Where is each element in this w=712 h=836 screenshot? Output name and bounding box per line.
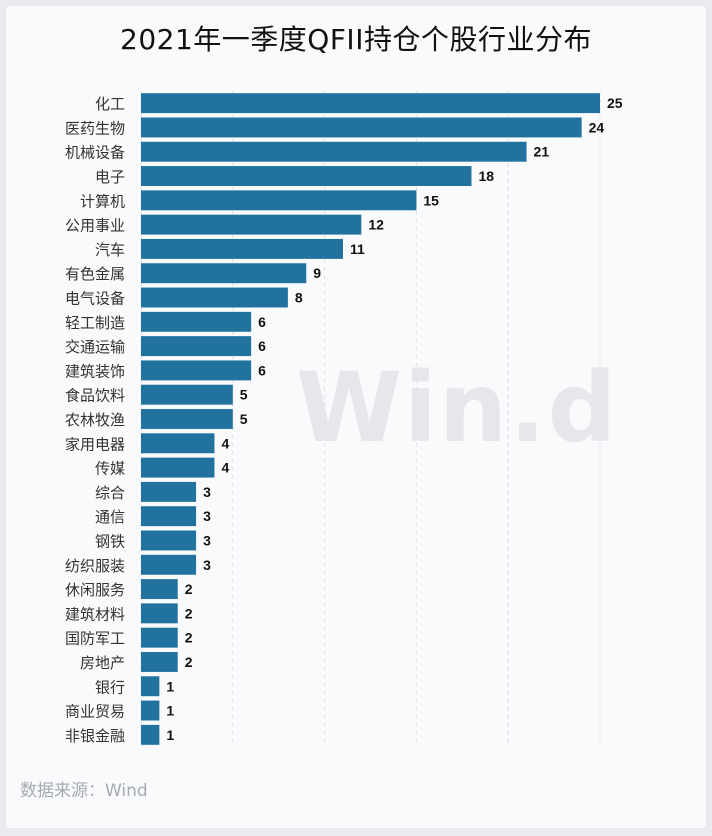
bar (141, 506, 197, 527)
category-label: 非银金融 (65, 727, 125, 745)
value-label: 9 (313, 265, 321, 281)
value-label: 5 (240, 387, 248, 403)
value-label: 2 (185, 630, 193, 646)
bar (141, 457, 215, 478)
value-label: 2 (185, 654, 193, 670)
category-label: 化工 (95, 95, 125, 113)
category-label: 医药生物 (65, 119, 125, 137)
bar (141, 676, 160, 697)
value-label: 6 (258, 338, 266, 354)
bar (141, 652, 178, 672)
value-label: 6 (258, 362, 266, 378)
category-label: 汽车 (95, 241, 125, 259)
value-label: 4 (221, 435, 229, 451)
chart-title: 2021年一季度QFII持仓个股行业分布 (120, 23, 592, 56)
category-label: 商业贸易 (65, 703, 125, 721)
category-label: 建筑装饰 (65, 362, 125, 380)
bar (141, 214, 362, 235)
category-label: 纺织服装 (65, 557, 125, 575)
bar (141, 603, 178, 624)
bar (141, 141, 527, 162)
bar (141, 409, 233, 429)
value-label: 21 (534, 144, 550, 160)
category-label: 房地产 (80, 654, 125, 672)
value-label: 8 (295, 290, 303, 306)
bar (141, 93, 600, 114)
bar (141, 166, 472, 186)
value-label: 1 (166, 703, 174, 719)
value-label: 2 (185, 605, 193, 621)
bar (141, 554, 197, 575)
category-label: 机械设备 (65, 144, 125, 162)
value-label: 11 (350, 241, 365, 257)
bar (141, 336, 252, 357)
bar (141, 117, 582, 138)
category-label: 国防军工 (65, 630, 125, 648)
bar (141, 724, 160, 745)
bar (141, 287, 288, 308)
bar (141, 627, 178, 648)
bar (141, 433, 215, 454)
value-label: 1 (166, 727, 174, 743)
bar (141, 190, 417, 211)
bar (141, 360, 252, 381)
value-label: 3 (203, 508, 211, 524)
bar (141, 700, 160, 721)
value-label: 3 (203, 557, 211, 573)
category-label: 休闲服务 (65, 581, 125, 599)
value-label: 18 (478, 168, 494, 184)
value-label: 24 (589, 119, 605, 135)
category-label: 计算机 (80, 192, 125, 210)
category-label: 钢铁 (95, 532, 125, 550)
category-label: 轻工制造 (65, 314, 125, 332)
bar (141, 579, 178, 600)
value-label: 15 (423, 192, 439, 208)
category-label: 电子 (95, 168, 125, 186)
bar (141, 238, 343, 259)
bar (141, 263, 307, 284)
bar (141, 481, 197, 502)
category-label: 农林牧渔 (65, 411, 125, 429)
bar (141, 530, 197, 551)
category-label: 食品饮料 (65, 387, 125, 405)
wind-watermark: Win.d (296, 352, 619, 464)
value-label: 4 (221, 460, 229, 476)
value-label: 3 (203, 484, 211, 500)
value-label: 3 (203, 532, 211, 548)
bar (141, 311, 252, 332)
category-label: 通信 (95, 508, 125, 526)
bar (141, 384, 233, 405)
value-label: 1 (166, 678, 174, 694)
category-label: 交通运输 (65, 338, 125, 356)
category-label: 公用事业 (65, 217, 125, 235)
data-source: 数据来源：Wind (20, 781, 148, 801)
category-label: 传媒 (95, 460, 125, 478)
value-label: 25 (607, 95, 623, 111)
category-label: 建筑材料 (65, 605, 125, 623)
category-label: 银行 (95, 678, 125, 696)
category-label: 电气设备 (65, 290, 125, 308)
value-label: 12 (368, 217, 384, 233)
value-label: 2 (185, 581, 193, 597)
category-label: 家用电器 (65, 435, 125, 453)
category-label: 综合 (95, 484, 125, 502)
category-label: 有色金属 (65, 265, 125, 283)
value-label: 6 (258, 314, 266, 330)
value-label: 5 (240, 411, 248, 427)
